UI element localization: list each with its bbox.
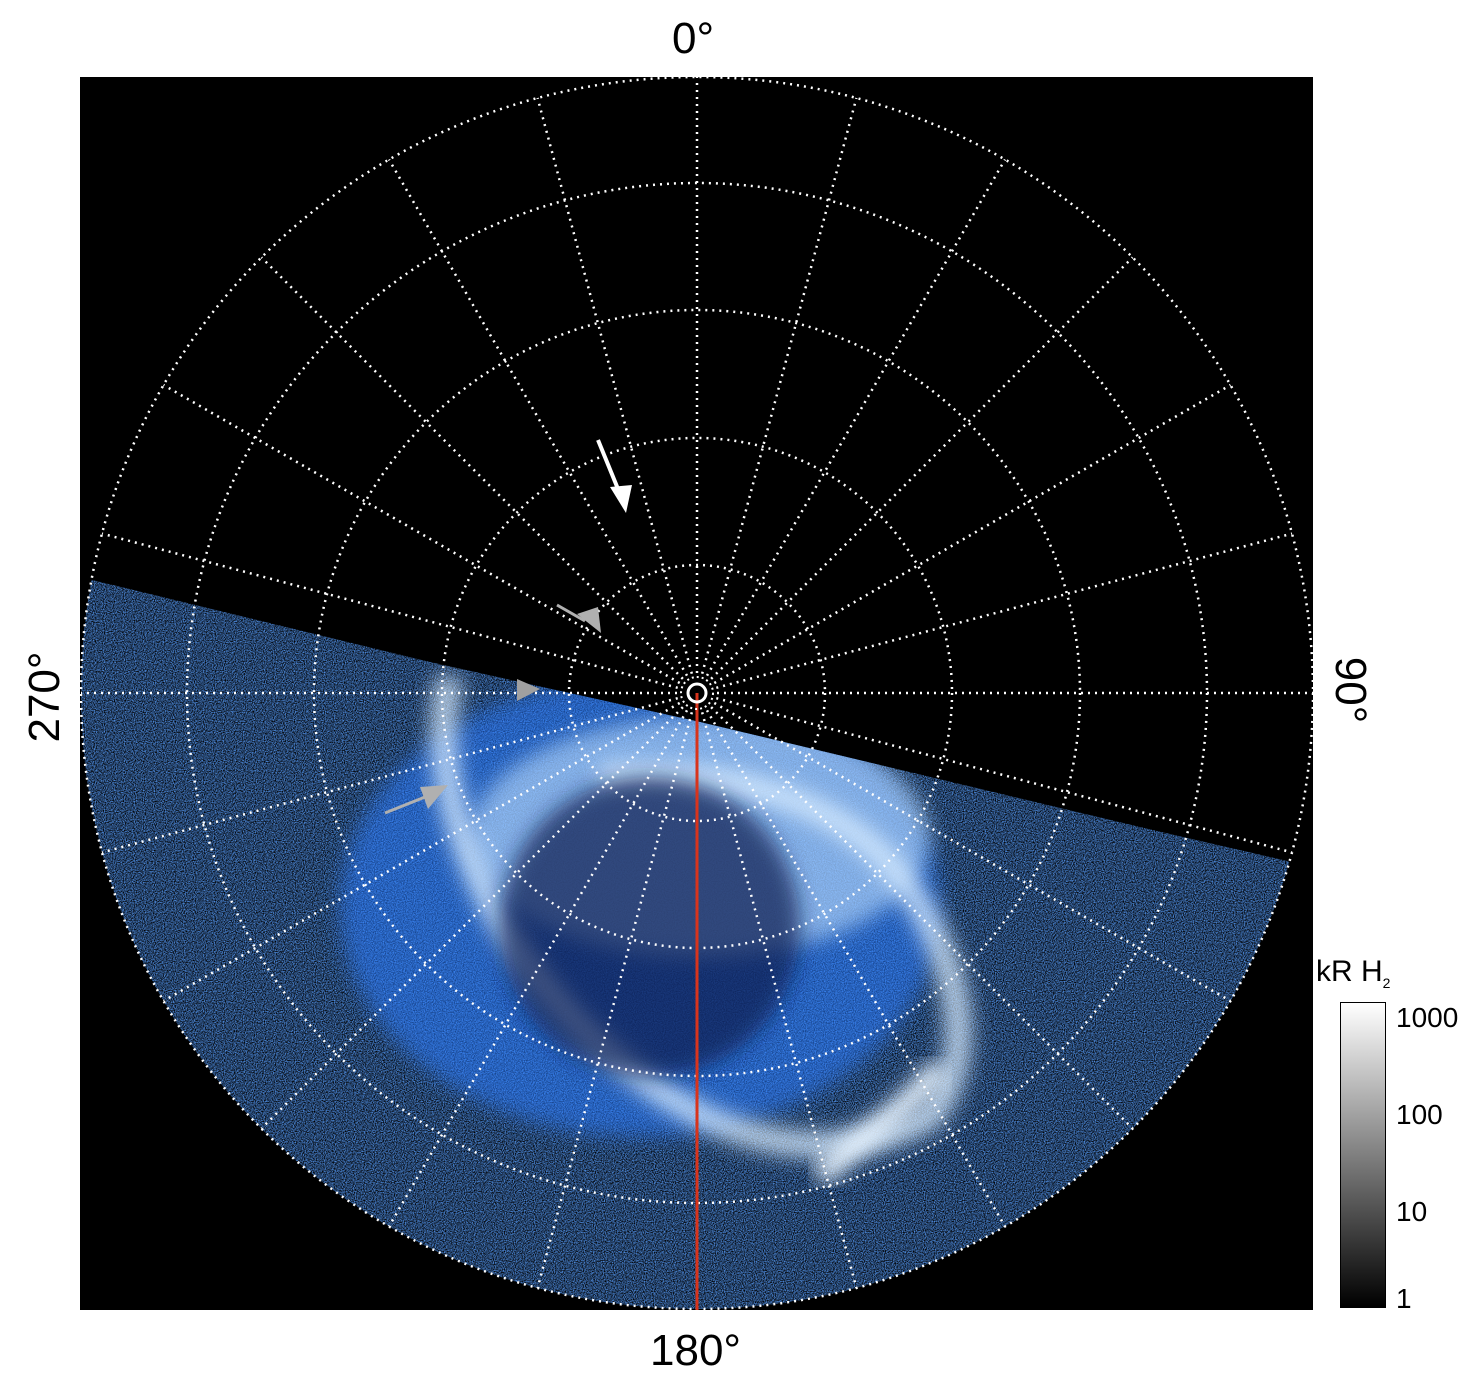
longitude-meridian <box>705 158 1007 677</box>
longitude-meridian <box>101 696 679 854</box>
colorbar-title: kR H2 <box>1316 955 1390 991</box>
colorbar-tick-1: 1 <box>1396 1283 1412 1314</box>
colorbar-tick-10: 10 <box>1396 1196 1428 1227</box>
longitude-meridian <box>713 383 1232 685</box>
longitude-meridian <box>713 701 1232 1003</box>
longitude-meridian <box>387 709 689 1228</box>
colorbar-unit: kR H <box>1316 955 1383 988</box>
longitude-label-90: 90° <box>1326 656 1375 724</box>
longitude-label-0: 0° <box>672 14 715 63</box>
longitude-meridian <box>260 256 684 680</box>
longitude-meridian <box>536 711 694 1289</box>
longitude-meridian <box>705 709 1007 1228</box>
longitude-meridian <box>260 706 684 1130</box>
latitude-circle <box>312 308 1082 1078</box>
colorbar <box>1340 1002 1386 1308</box>
longitude-label-270: 270° <box>20 651 69 743</box>
longitude-label-180: 180° <box>650 1326 742 1375</box>
longitude-meridian <box>710 256 1134 680</box>
longitude-meridian <box>715 532 1293 690</box>
coordinate-grid <box>80 77 1313 1310</box>
longitude-meridian <box>700 711 858 1289</box>
longitude-meridian <box>715 696 1293 854</box>
polar-aurora-image <box>80 77 1313 1310</box>
arrow-secondary-3 <box>384 785 448 815</box>
colorbar-subscript: 2 <box>1382 975 1391 991</box>
longitude-meridian <box>710 706 1134 1130</box>
longitude-meridian <box>162 701 681 1003</box>
pole-marker <box>686 682 708 704</box>
colorbar-tick-100: 100 <box>1396 1099 1443 1130</box>
arrow-secondary-2 <box>517 679 540 701</box>
latitude-circle <box>567 563 827 823</box>
arrow-primary <box>596 439 632 513</box>
longitude-meridian <box>536 97 694 675</box>
colorbar-tick-1000: 1000 <box>1396 1002 1459 1033</box>
longitude-meridian <box>387 158 689 677</box>
arrow-secondary-1 <box>556 603 601 633</box>
longitude-meridian <box>162 383 681 685</box>
pole-ring <box>680 676 714 710</box>
longitude-meridian <box>700 97 858 675</box>
longitude-meridian <box>101 532 679 690</box>
